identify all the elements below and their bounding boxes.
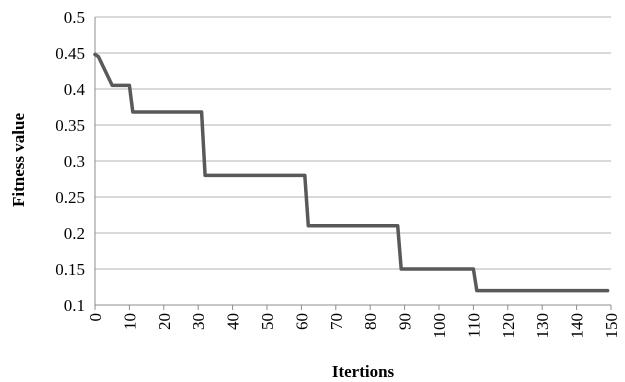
x-tick-label: 50 [258, 313, 277, 330]
x-axis-title: Itertions [332, 362, 395, 381]
x-tick-label: 60 [292, 313, 311, 330]
x-tick-label: 40 [224, 313, 243, 330]
y-tick-label: 0.15 [55, 260, 85, 279]
y-tick-label: 0.4 [64, 80, 86, 99]
x-tick-label: 30 [189, 313, 208, 330]
y-tick-label: 0.35 [55, 116, 85, 135]
x-tick-label: 20 [155, 313, 174, 330]
x-tick-label: 120 [499, 313, 518, 339]
x-tick-label: 140 [568, 313, 587, 339]
x-tick-label: 100 [430, 313, 449, 339]
y-tick-label: 0.25 [55, 188, 85, 207]
fitness-series-line [93, 52, 610, 293]
x-tick-label: 10 [120, 313, 139, 330]
x-tick-label: 0 [86, 313, 105, 322]
x-tick-label: 90 [396, 313, 415, 330]
x-tick-label: 130 [533, 313, 552, 339]
y-tick-label: 0.3 [64, 152, 85, 171]
gridlines [95, 16, 611, 270]
x-tick-labels: 0 10 20 30 40 50 60 70 80 90 100 110 120 130 140 150 [86, 313, 621, 339]
axes [94, 17, 612, 310]
y-tick-label: 0.2 [64, 224, 85, 243]
y-tick-label: 0.45 [55, 44, 85, 63]
x-tick-label: 80 [361, 313, 380, 330]
y-tick-label: 0.1 [64, 296, 85, 315]
x-tick-label: 150 [602, 313, 621, 339]
series-layer [93, 52, 610, 293]
y-tick-label: 0.5 [64, 8, 85, 27]
x-tick-label: 70 [327, 313, 346, 330]
y-axis-title: Fitness value [9, 113, 28, 207]
y-tick-labels: 0.1 0.15 0.2 0.25 0.3 0.35 0.4 0.45 0.5 [55, 8, 85, 315]
x-tick-label: 110 [464, 313, 483, 338]
